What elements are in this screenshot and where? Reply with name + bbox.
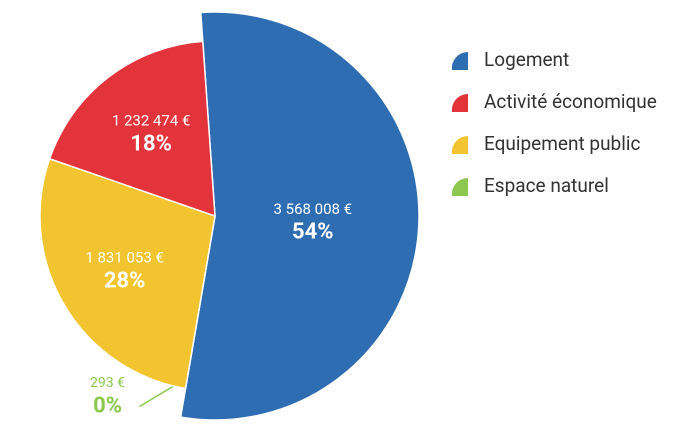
legend-marker [451, 51, 468, 70]
legend-label: Logement [484, 48, 569, 71]
legend-marker [451, 135, 468, 154]
legend-marker [451, 93, 468, 112]
legend-label: Activité économique [484, 90, 657, 113]
percent-label: 28% [104, 268, 146, 293]
pie-slice [39, 157, 216, 390]
pie-slice [179, 11, 420, 421]
pie-slice [48, 40, 216, 218]
percent-label: 18% [130, 131, 172, 156]
value-label: 3 568 008 € [273, 200, 352, 218]
value-label: 1 831 053 € [85, 248, 164, 266]
legend-label: Equipement public [484, 132, 640, 155]
value-label: 293 € [90, 375, 125, 391]
legend-marker [451, 177, 468, 196]
percent-label: 54% [292, 220, 334, 245]
value-label: 1 232 474 € [112, 112, 191, 130]
percent-label: 0% [93, 393, 122, 418]
legend-label: Espace naturel [484, 174, 609, 197]
